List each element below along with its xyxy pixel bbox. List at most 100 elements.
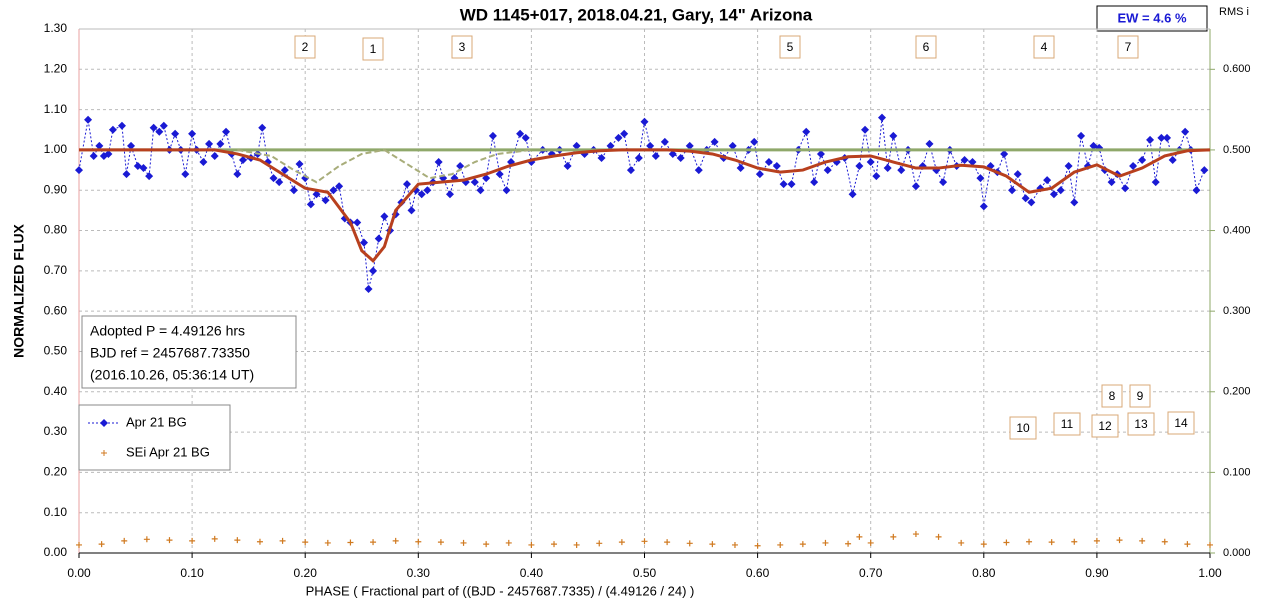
data-point [1013,170,1022,179]
y-tick-label: 0.30 [44,424,68,438]
data-point [866,158,875,167]
data-point [1207,541,1213,548]
y-tick-label: 0.80 [44,223,68,237]
data-point [572,141,581,150]
data-point [1200,166,1209,175]
x-tick-label: 0.70 [859,566,883,580]
data-point [89,151,98,160]
data-point [1021,194,1030,203]
info-box [81,315,297,389]
y-tick-label: 0.90 [44,182,68,196]
data-point [799,541,806,548]
data-point [476,186,485,195]
data-point [822,539,829,546]
y2-tick-label: 0.600 [1223,63,1251,75]
info-text: Adopted P = 4.49126 hrs [90,323,245,339]
data-point [614,133,623,142]
chart-title: WD 1145+017, 2018.04.21, Gary, 14" Arizo… [460,5,813,24]
data-point [1168,156,1177,164]
data-point [551,541,558,548]
y-tick-label: 1.30 [44,21,68,35]
y2-tick-label: 0.100 [1223,466,1251,478]
data-point [1048,539,1055,546]
data-point [897,166,906,175]
data-point [1000,149,1009,158]
annotation-label: 2 [302,40,309,54]
data-point [335,182,344,191]
data-point [1181,127,1190,136]
data-point [710,137,719,146]
annotation-box [1009,416,1037,440]
data-point [166,537,173,544]
x-tick-label: 0.60 [746,566,770,580]
data-point [1064,162,1073,171]
y-tick-label: 0.20 [44,465,68,479]
annotation-label: 6 [923,40,930,54]
data-point [676,153,685,162]
data-point [181,170,190,179]
data-point [258,123,267,132]
data-point [1163,133,1172,142]
data-point [573,541,580,548]
data-point [1008,186,1017,195]
annotation-box [451,35,473,59]
data-point [121,537,128,544]
data-point [596,540,603,547]
y2-tick-label: 0.500 [1223,144,1251,156]
data-point [779,180,788,189]
data-point [155,127,164,136]
data-point [117,121,126,130]
data-point [445,190,454,199]
data-point [392,537,399,544]
data-point [1093,537,1100,544]
data-point [84,115,93,124]
data-point [980,541,987,548]
data-point [968,158,977,167]
info-text: (2016.10.26, 05:36:14 UT) [90,367,254,383]
data-point [370,539,377,546]
data-point [736,164,745,173]
annotation-box [1129,384,1151,408]
data-point [861,125,870,134]
data-point [280,166,289,175]
data-point [1184,541,1191,548]
ew-label: EW = 4.6 % [1118,10,1187,25]
data-point [139,164,148,173]
data-point [750,137,759,146]
data-point [199,158,208,167]
legend-marker [101,450,107,456]
data-point [222,127,231,136]
data-point [127,141,136,150]
data-point [1043,176,1052,185]
data-point [488,131,497,140]
data-point [1107,178,1116,187]
data-point [651,151,660,160]
data-point [1157,133,1166,142]
data-point [505,539,512,546]
legend-marker [100,419,108,427]
data-point [1071,538,1078,545]
data-point [1049,190,1058,199]
data-point [216,139,225,148]
data-point [364,284,373,293]
data-point [626,166,635,175]
legend-label: Apr 21 BG [126,414,187,429]
x-tick-label: 0.80 [972,566,996,580]
data-point [329,186,338,195]
data-point [1121,184,1130,193]
data-point [434,158,443,167]
data-point [668,149,677,158]
annotation-box [1167,411,1195,435]
data-point [1026,538,1033,545]
data-point [521,133,530,142]
data-point [634,153,643,162]
data-point [460,539,467,546]
data-point [289,186,298,195]
data-point [188,129,197,138]
annotation-label: 8 [1109,389,1116,403]
data-point [104,149,113,158]
data-point [1003,539,1010,546]
series-line [383,148,532,180]
data-point [694,166,703,175]
data-point [728,141,737,150]
